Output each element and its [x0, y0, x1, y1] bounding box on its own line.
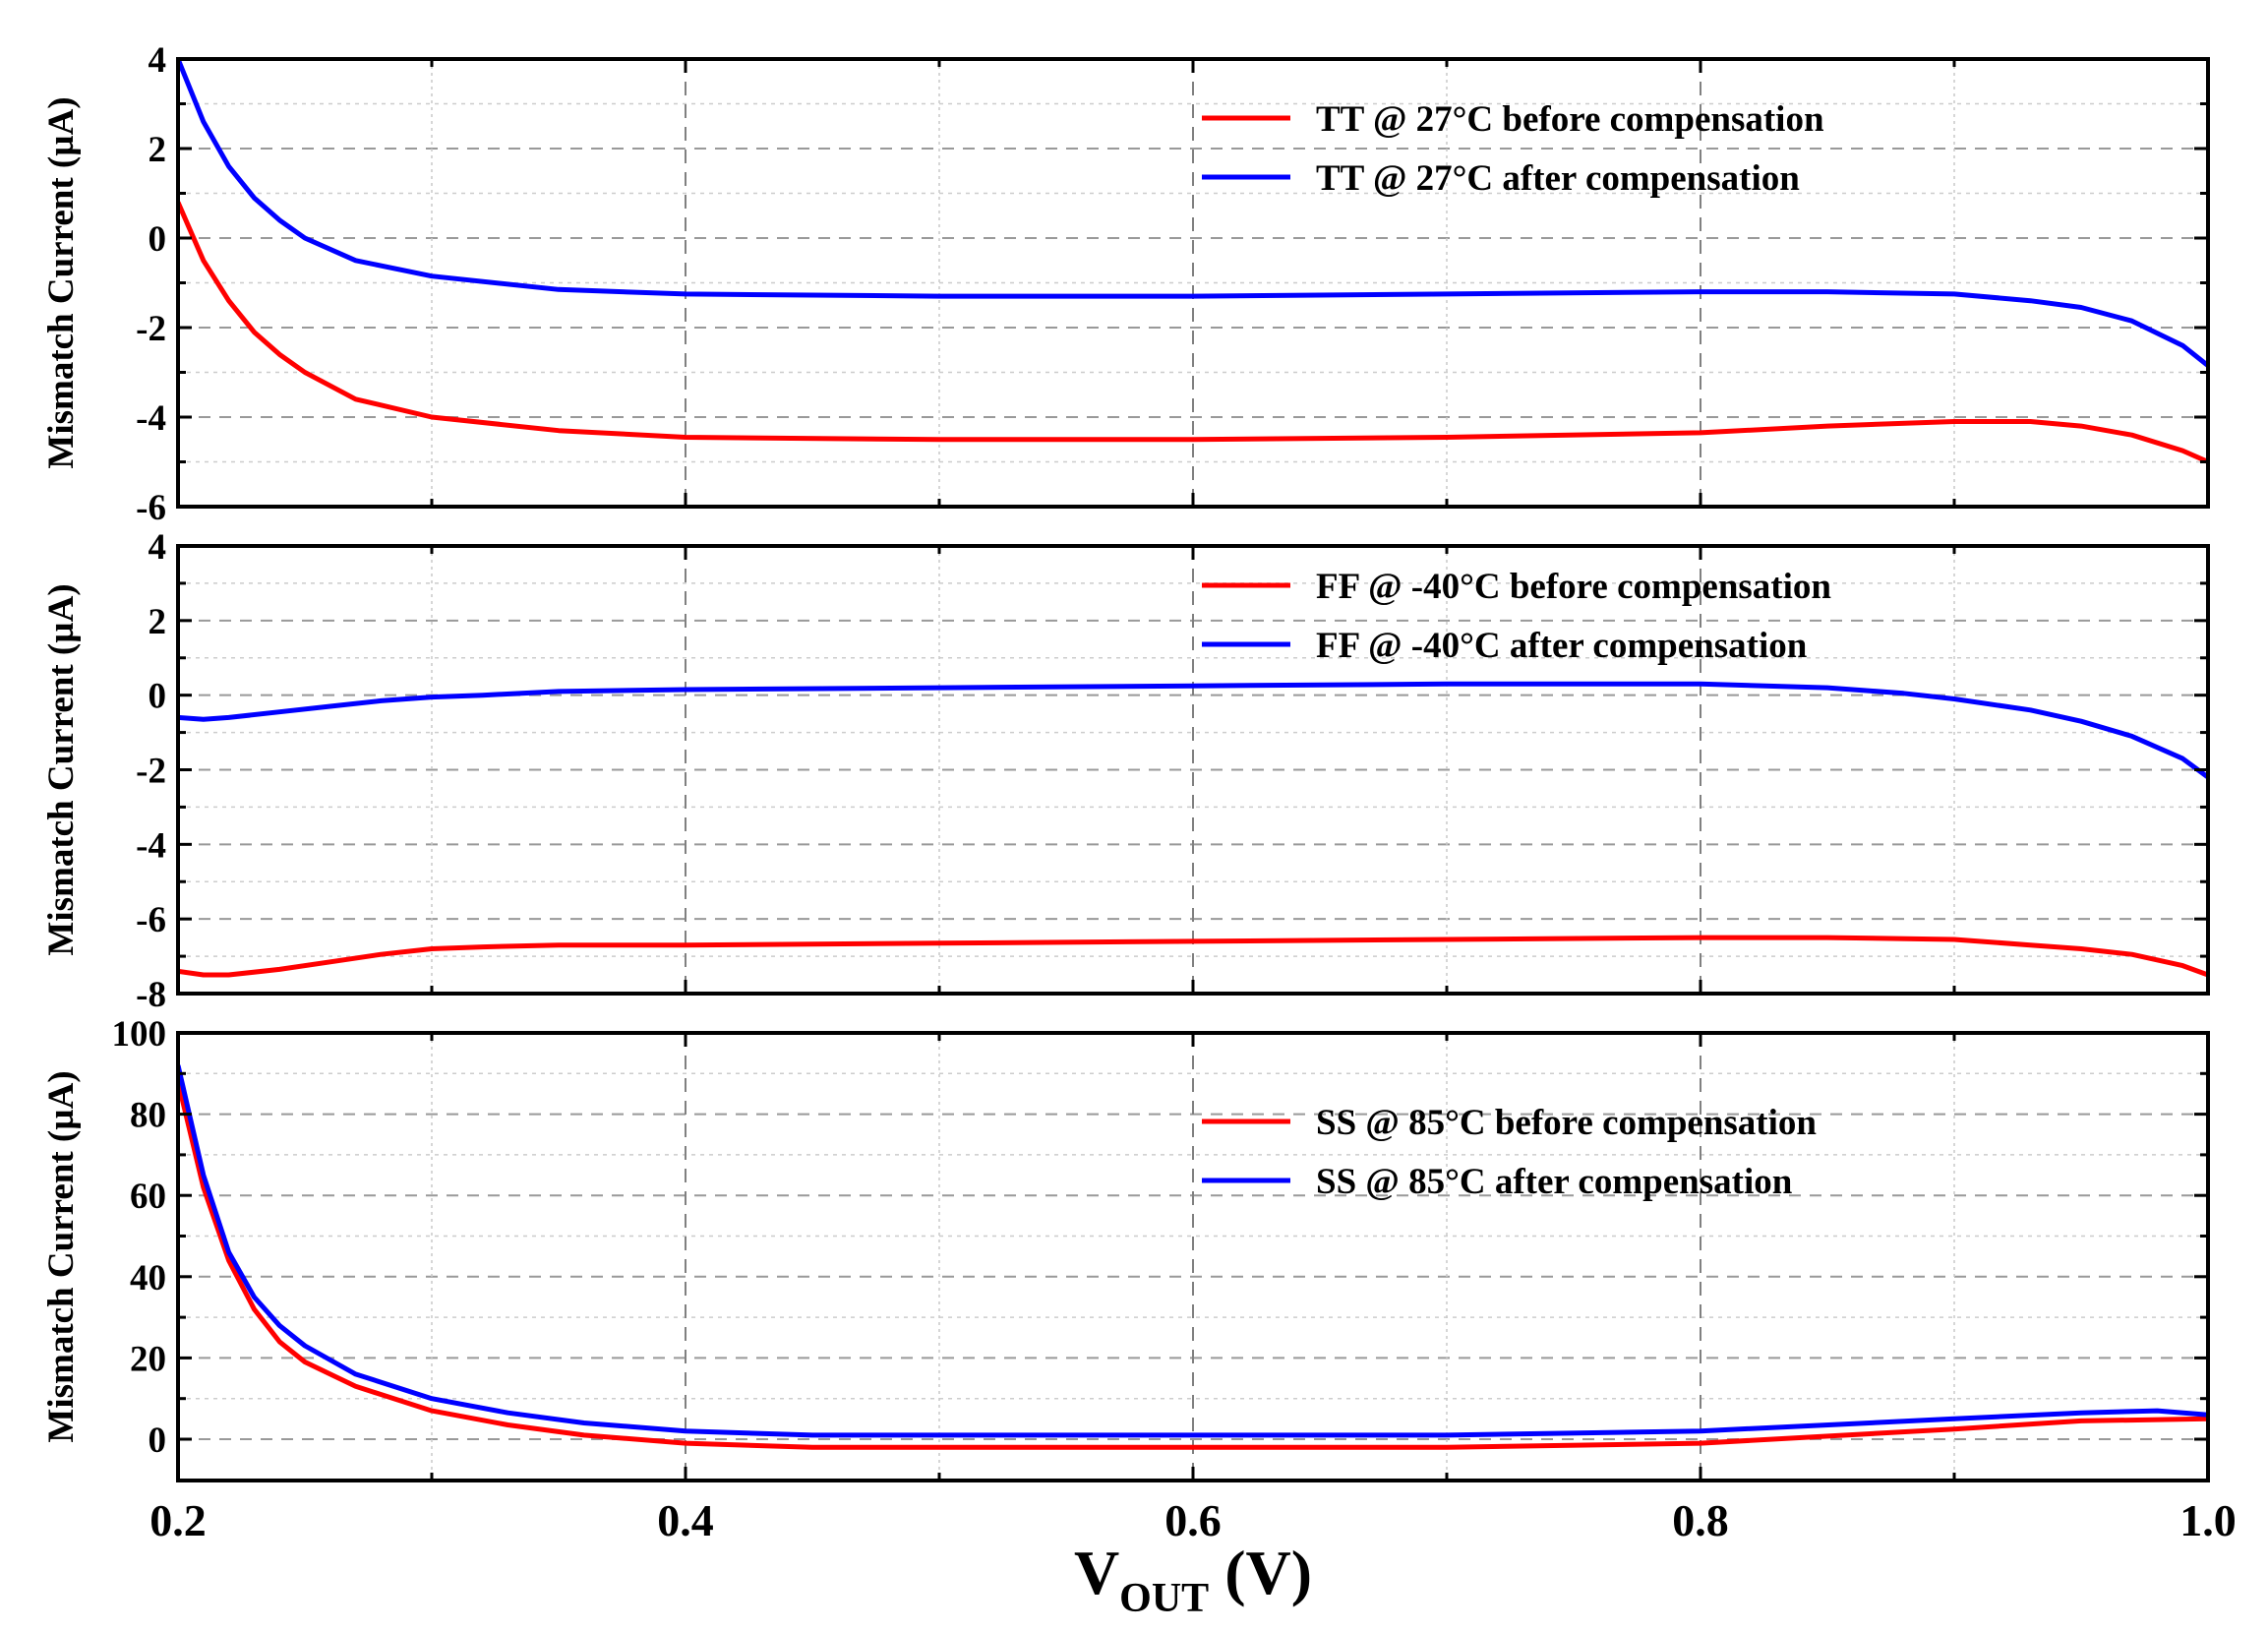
- legend: TT @ 27°C before compensation TT @ 27°C a…: [1202, 99, 1824, 199]
- y-tick-label: 0: [149, 677, 167, 717]
- x-tick-label: 0.4: [657, 1495, 714, 1545]
- y-tick-label: 20: [130, 1339, 166, 1379]
- legend-entry: SS @ 85°C before compensation: [1316, 1103, 1817, 1143]
- y-tick-label: -2: [136, 309, 166, 349]
- y-tick-label: 0: [149, 1420, 167, 1461]
- series-line-ss-before: [178, 1081, 2208, 1450]
- legend: FF @ -40°C before compensation FF @ -40°C…: [1202, 567, 1831, 666]
- series-line-tt-after: [178, 59, 2208, 368]
- y-axis-label: Mismatch Current (µA): [41, 583, 82, 955]
- legend-entry: FF @ -40°C after compensation: [1316, 626, 1808, 666]
- y-tick-label: 0: [149, 219, 167, 260]
- x-tick-label: 0.8: [1672, 1495, 1729, 1545]
- plot-frame: [176, 1031, 2210, 1482]
- y-tick-label: -8: [136, 975, 166, 1015]
- y-tick-label: -2: [136, 752, 166, 792]
- x-tick-label: 1.0: [2179, 1495, 2237, 1545]
- y-tick-label: 100: [112, 1014, 167, 1055]
- y-tick-label: 80: [130, 1096, 166, 1136]
- x-axis-label: VOUT (V): [1074, 1538, 1312, 1621]
- x-tick-label: 0.2: [149, 1495, 207, 1545]
- y-tick-label: -6: [136, 900, 166, 940]
- y-tick-label: -4: [136, 825, 166, 866]
- panel-ff: 4 2 0 -2 -4 -6 -8 Mismatch Current (µA) FF @ -40…: [41, 527, 2210, 1015]
- panel-tt: 4 2 0 -2 -4 -6 Mismatch Current (µA) TT @ 27°C …: [41, 40, 2210, 528]
- y-tick-label: 2: [149, 602, 167, 642]
- series-line-tt-before: [178, 201, 2208, 464]
- y-tick-label: 60: [130, 1177, 166, 1217]
- legend-entry: SS @ 85°C after compensation: [1316, 1162, 1793, 1202]
- legend-entry: TT @ 27°C before compensation: [1316, 99, 1824, 140]
- x-axis: 0.2 0.4 0.6 0.8 1.0 VOUT (V): [149, 1495, 2237, 1621]
- legend-entry: TT @ 27°C after compensation: [1316, 158, 1800, 199]
- y-axis-label: Mismatch Current (µA): [41, 96, 82, 468]
- y-axis-label: Mismatch Current (µA): [41, 1070, 82, 1442]
- series-line-ff-before: [178, 935, 2208, 978]
- legend-entry: FF @ -40°C before compensation: [1316, 567, 1831, 607]
- y-tick-label: 4: [149, 527, 167, 568]
- series-line-ff-after: [178, 681, 2208, 780]
- y-tick-label: 40: [130, 1258, 166, 1299]
- series-line-ss-after: [178, 1064, 2208, 1438]
- y-tick-label: -4: [136, 398, 166, 439]
- y-tick-label: 4: [149, 40, 167, 81]
- y-tick-label: -6: [136, 488, 166, 528]
- x-tick-label: 0.6: [1164, 1495, 1222, 1545]
- legend: SS @ 85°C before compensation SS @ 85°C a…: [1202, 1103, 1817, 1202]
- y-tick-label: 2: [149, 130, 167, 170]
- panel-ss: 100 80 60 40 20 0 Mismatch Current (µA) SS @ 85…: [41, 1014, 2210, 1482]
